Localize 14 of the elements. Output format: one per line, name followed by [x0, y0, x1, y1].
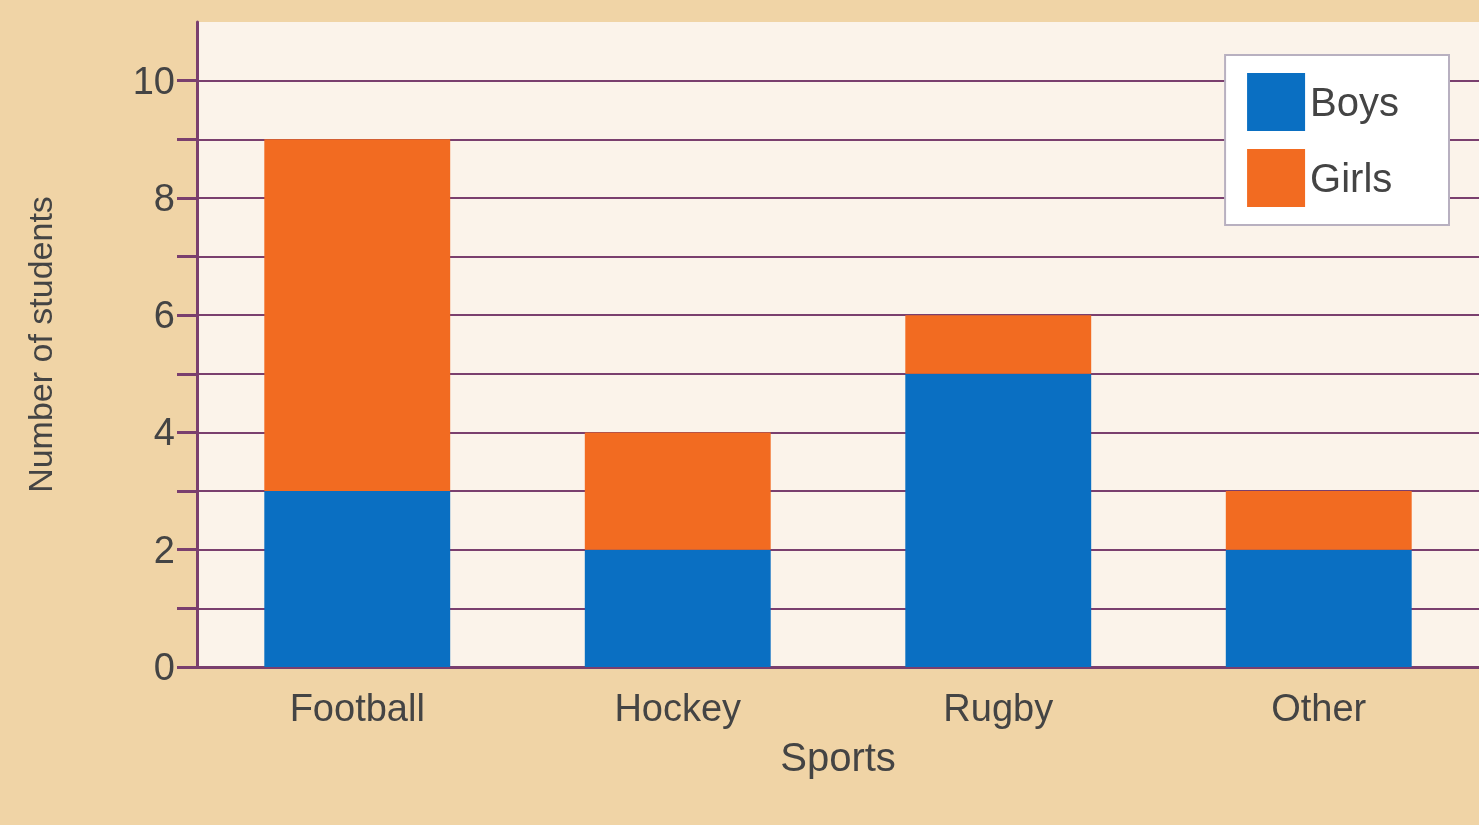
x-tick-label: Football: [289, 687, 425, 729]
x-tick-label: Rugby: [943, 687, 1054, 729]
y-tick-label: 10: [132, 59, 175, 102]
y-tick-label: 2: [153, 528, 175, 571]
x-axis-title: Sports: [780, 735, 896, 779]
legend-label: Boys: [1310, 80, 1400, 124]
x-tick-label: Hockey: [614, 687, 742, 729]
x-tick-label: Other: [1271, 687, 1367, 729]
y-tick-label: 6: [153, 294, 175, 337]
legend-label: Girls: [1310, 156, 1393, 200]
y-axis-title: Number of students: [21, 196, 59, 493]
y-tick-label: 0: [153, 646, 175, 688]
y-tick-label: 4: [153, 411, 175, 454]
y-tick-label: 8: [153, 176, 175, 219]
